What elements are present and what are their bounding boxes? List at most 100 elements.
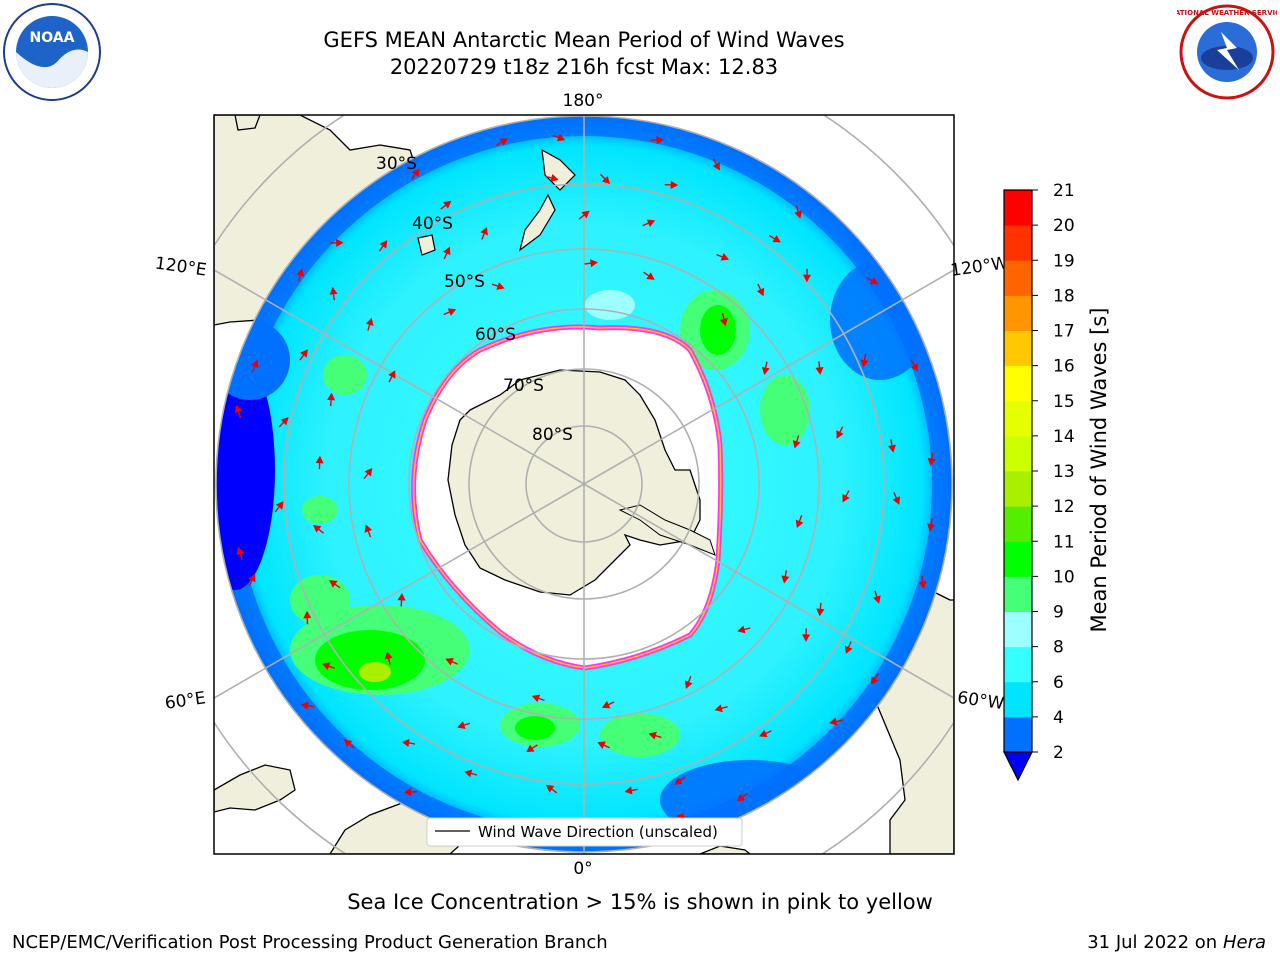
wave-direction-arrowhead — [624, 786, 633, 795]
wave-direction-arrowhead — [275, 501, 284, 510]
sea-ice-caption: Sea Ice Concentration > 15% is shown in … — [347, 890, 933, 914]
antarctica-landmass — [447, 369, 701, 596]
nws-logo: NATIONAL WEATHER SERVICE — [1169, 2, 1280, 102]
colorbar-tick-label: 16 — [1053, 357, 1075, 377]
colorbar-bin — [1004, 541, 1032, 577]
wave-direction-arrowhead — [365, 317, 374, 327]
colorbar-bin — [1004, 716, 1032, 753]
map-axes: Wind Wave Direction (unscaled) — [214, 115, 954, 854]
wave-direction-arrowhead — [674, 777, 683, 785]
wave-direction-arrowhead — [280, 417, 289, 426]
wave-direction-arrowhead — [411, 168, 420, 177]
lon-label-60e: 60°E — [164, 688, 207, 713]
wave-direction-arrowhead — [927, 523, 936, 532]
colorbar-tick-label: 11 — [1053, 532, 1075, 552]
wave-direction-arrowhead — [802, 634, 811, 642]
wave-direction-arrowhead — [464, 769, 473, 778]
colorbar-tick-label: 4 — [1053, 708, 1064, 728]
colorbar-tick-label: 19 — [1053, 251, 1075, 271]
footer-credit: NCEP/EMC/Verification Post Processing Pr… — [12, 932, 608, 953]
wave-direction-arrowhead — [445, 658, 454, 666]
map-subtitle: 20220729 t18z 216h fcst Max: 12.83 — [389, 55, 779, 79]
wave-direction-arrowhead — [496, 282, 505, 290]
wave-direction-arrowhead — [927, 457, 936, 466]
wave-direction-arrowhead — [869, 277, 879, 285]
wave-direction-arrowhead — [300, 701, 309, 710]
colorbar-bin — [1004, 260, 1032, 296]
wave-direction-arrowhead — [870, 676, 879, 685]
wave-direction-arrowhead — [327, 392, 336, 401]
colorbar-tick-label: 2 — [1053, 743, 1064, 763]
wave-direction-arrowhead — [236, 546, 245, 556]
wave-direction-arrowhead — [720, 253, 730, 261]
wave-direction-arrowhead — [844, 645, 853, 654]
wave-direction-arrowhead — [684, 680, 693, 689]
wave-direction-arrowhead — [888, 444, 896, 453]
colorbar-bin — [1004, 400, 1032, 437]
wave-direction-arrowhead — [443, 246, 451, 256]
colorbar-bin — [1004, 365, 1032, 402]
footer-host: Hera — [1222, 932, 1266, 953]
wave-direction-arrowhead — [918, 580, 927, 589]
wave-direction-arrowhead — [872, 595, 881, 604]
legend-label: Wind Wave Direction (unscaled) — [478, 823, 718, 841]
new-zealand — [519, 148, 576, 252]
colorbar-tick-label: 8 — [1053, 638, 1064, 658]
wave-direction-arrowhead — [315, 455, 324, 464]
wave-direction-arrowhead — [601, 175, 611, 184]
wave-direction-arrowhead — [581, 210, 590, 219]
wave-direction-arrowhead — [597, 741, 606, 749]
wave-direction-arrowhead — [802, 274, 811, 283]
colorbar-tick-label: 10 — [1053, 567, 1075, 587]
lat-label-60s: 60°S — [475, 325, 516, 345]
wave-direction-arrowhead — [737, 625, 746, 634]
wave-direction-arrowhead — [794, 210, 803, 219]
svg-text:NOAA: NOAA — [30, 30, 75, 46]
footer-date-text: 31 Jul 2022 on — [1087, 932, 1223, 953]
wave-direction-arrowhead — [384, 651, 393, 660]
colorbar-bin — [1004, 330, 1032, 367]
wave-direction-arrowhead — [590, 259, 598, 268]
wave-direction-arrowhead — [329, 286, 338, 295]
map-border — [213, 114, 955, 855]
wave-direction-arrowhead — [545, 784, 555, 793]
wave-direction-arrowhead — [736, 793, 746, 802]
colorbar-tick-label: 13 — [1053, 462, 1075, 482]
wave-direction-arrowhead — [772, 235, 781, 243]
lat-label-40s: 40°S — [412, 214, 453, 234]
wave-direction-arrowhead — [531, 694, 541, 703]
colorbar-bin — [1004, 190, 1032, 226]
lon-label-60w: 60°W — [956, 688, 1005, 714]
colorbar-bin — [1004, 506, 1032, 542]
wave-direction-arrowhead — [646, 219, 656, 227]
wave-direction-arrowhead — [910, 362, 918, 372]
colorbar-tick-label: 9 — [1053, 603, 1064, 623]
wave-direction-arrowhead — [480, 226, 488, 236]
wave-direction-arrowhead — [795, 519, 804, 528]
wave-direction-arrowhead — [656, 136, 664, 145]
colorbar-tick-label: 21 — [1053, 181, 1075, 201]
wave-direction-arrowhead — [712, 162, 720, 171]
colorbar-extend-min — [1003, 751, 1033, 782]
graticule — [214, 115, 954, 854]
colorbar-bin — [1004, 576, 1032, 612]
colorbar-tick-label: 18 — [1053, 286, 1075, 306]
map-title: GEFS MEAN Antarctic Mean Period of Wind … — [323, 28, 845, 52]
colorbar-label: Mean Period of Wind Waves [s] — [1087, 308, 1111, 633]
wave-direction-arrowhead — [892, 496, 900, 505]
wave-direction-arrowhead — [329, 580, 338, 588]
wave-direction-arrowhead — [397, 592, 406, 601]
lat-label-70s: 70°S — [503, 376, 544, 396]
wave-direction-arrowhead — [648, 731, 657, 740]
wave-direction-arrowhead — [364, 468, 373, 477]
lat-label-80s: 80°S — [532, 425, 573, 445]
colorbar-bin — [1004, 295, 1032, 331]
colorbar-bin — [1004, 435, 1032, 472]
wave-direction-arrowhead — [457, 721, 466, 730]
lon-label-120e: 120°E — [154, 254, 208, 281]
wave-direction-arrowhead — [343, 739, 353, 748]
wave-direction-arrowhead — [719, 318, 728, 327]
wave-direction-arrowhead — [860, 359, 869, 368]
wave-direction-arrowhead — [550, 173, 559, 182]
